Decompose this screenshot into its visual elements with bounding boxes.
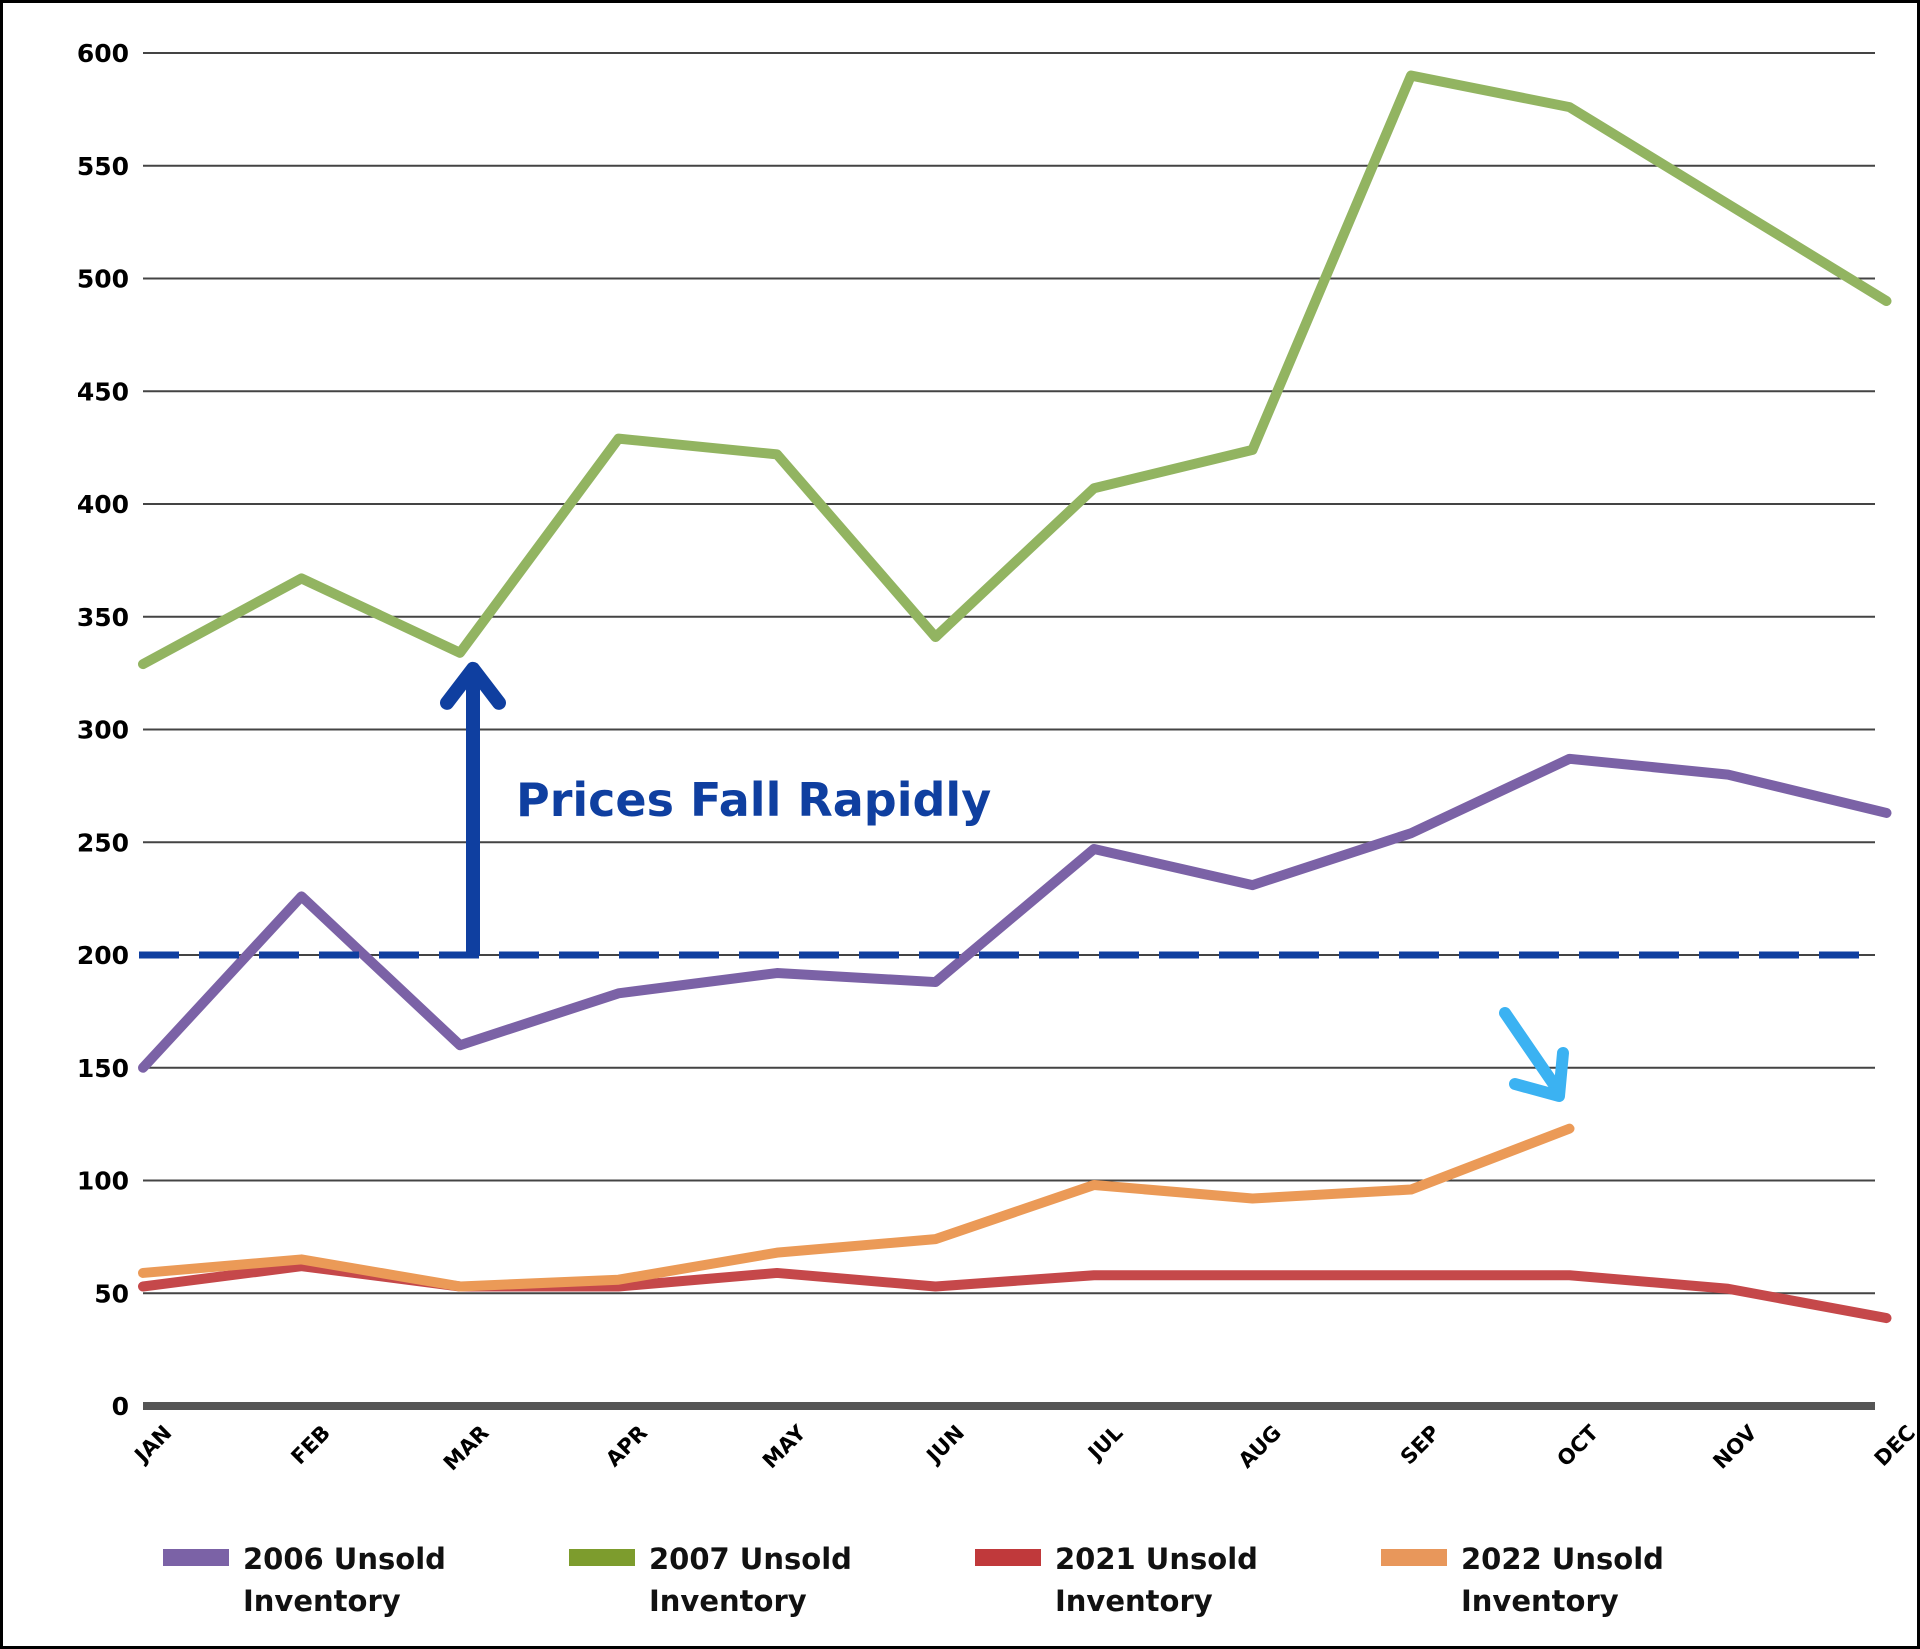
- legend-label: 2007 Unsold Inventory: [649, 1538, 869, 1622]
- x-tick-label: FEB: [286, 1421, 335, 1470]
- legend-label-line1: 2021 Unsold: [1055, 1542, 1258, 1576]
- x-tick-label: SEP: [1396, 1421, 1445, 1470]
- x-tick-label: NOV: [1708, 1420, 1762, 1474]
- y-tick-label: 250: [77, 828, 129, 857]
- legend-item: 2022 Unsold Inventory: [1381, 1538, 1681, 1622]
- y-axis-ticks: 0 50 100 150 200 250 300 350 400 450 500 550 600: [77, 39, 129, 1421]
- legend-swatch: [1381, 1549, 1447, 1566]
- legend-item: 2006 Unsold Inventory: [163, 1538, 463, 1622]
- legend: 2006 Unsold Inventory 2007 Unsold Inventory…: [3, 1538, 1920, 1638]
- series-line-3: [138, 1123, 1575, 1292]
- x-tick-label: JUN: [921, 1421, 969, 1469]
- series-lines: [138, 70, 1892, 1324]
- y-tick-label: 550: [77, 152, 129, 181]
- legend-swatch: [975, 1549, 1041, 1566]
- up-arrow-head: [440, 661, 506, 710]
- series-line-1: [138, 70, 1892, 670]
- x-tick-label: MAY: [758, 1420, 811, 1473]
- legend-item: 2007 Unsold Inventory: [569, 1538, 869, 1622]
- legend-label: 2006 Unsold Inventory: [243, 1538, 463, 1622]
- legend-label-line2: Inventory: [1461, 1584, 1619, 1618]
- x-tick-label: OCT: [1552, 1420, 1603, 1471]
- y-tick-label: 50: [94, 1279, 129, 1308]
- x-tick-label: AUG: [1234, 1421, 1286, 1473]
- legend-label-line1: 2022 Unsold: [1461, 1542, 1664, 1576]
- x-axis-ticks: JAN FEB MAR APR MAY JUN JUL AUG SEP OCT NOV DEC: [129, 1420, 1917, 1475]
- y-tick-label: 150: [77, 1054, 129, 1083]
- legend-label-line1: 2007 Unsold: [649, 1542, 852, 1576]
- x-tick-label: MAR: [439, 1421, 494, 1476]
- legend-label-line1: 2006 Unsold: [243, 1542, 446, 1576]
- legend-label-line2: Inventory: [243, 1584, 401, 1618]
- y-tick-label: 0: [112, 1392, 129, 1421]
- y-tick-label: 350: [77, 603, 129, 632]
- series-line-0: [138, 753, 1892, 1073]
- gridlines: [143, 52, 1875, 1410]
- y-tick-label: 600: [77, 39, 129, 68]
- x-tick-label: JAN: [129, 1421, 177, 1469]
- x-tick-label: DEC: [1870, 1421, 1917, 1471]
- down-arrow-shaft: [1499, 1007, 1561, 1092]
- line-chart: 0 50 100 150 200 250 300 350 400 450 500 550 600 JAN…: [77, 39, 1917, 1475]
- x-tick-label: APR: [601, 1421, 652, 1472]
- legend-swatch: [569, 1549, 635, 1566]
- y-tick-label: 100: [77, 1167, 129, 1196]
- x-tick-label: JUL: [1082, 1421, 1127, 1466]
- down-arrow-head: [1509, 1047, 1569, 1102]
- legend-swatch: [163, 1549, 229, 1566]
- arrows: [440, 661, 1569, 1102]
- legend-label: 2022 Unsold Inventory: [1461, 1538, 1681, 1622]
- legend-label-line2: Inventory: [649, 1584, 807, 1618]
- legend-label: 2021 Unsold Inventory: [1055, 1538, 1275, 1622]
- y-tick-label: 200: [77, 941, 129, 970]
- y-tick-label: 450: [77, 377, 129, 406]
- legend-item: 2021 Unsold Inventory: [975, 1538, 1275, 1622]
- y-tick-label: 500: [77, 265, 129, 294]
- y-tick-label: 400: [77, 490, 129, 519]
- annotation-prices-fall: Prices Fall Rapidly: [516, 773, 991, 827]
- legend-label-line2: Inventory: [1055, 1584, 1213, 1618]
- y-tick-label: 300: [77, 716, 129, 745]
